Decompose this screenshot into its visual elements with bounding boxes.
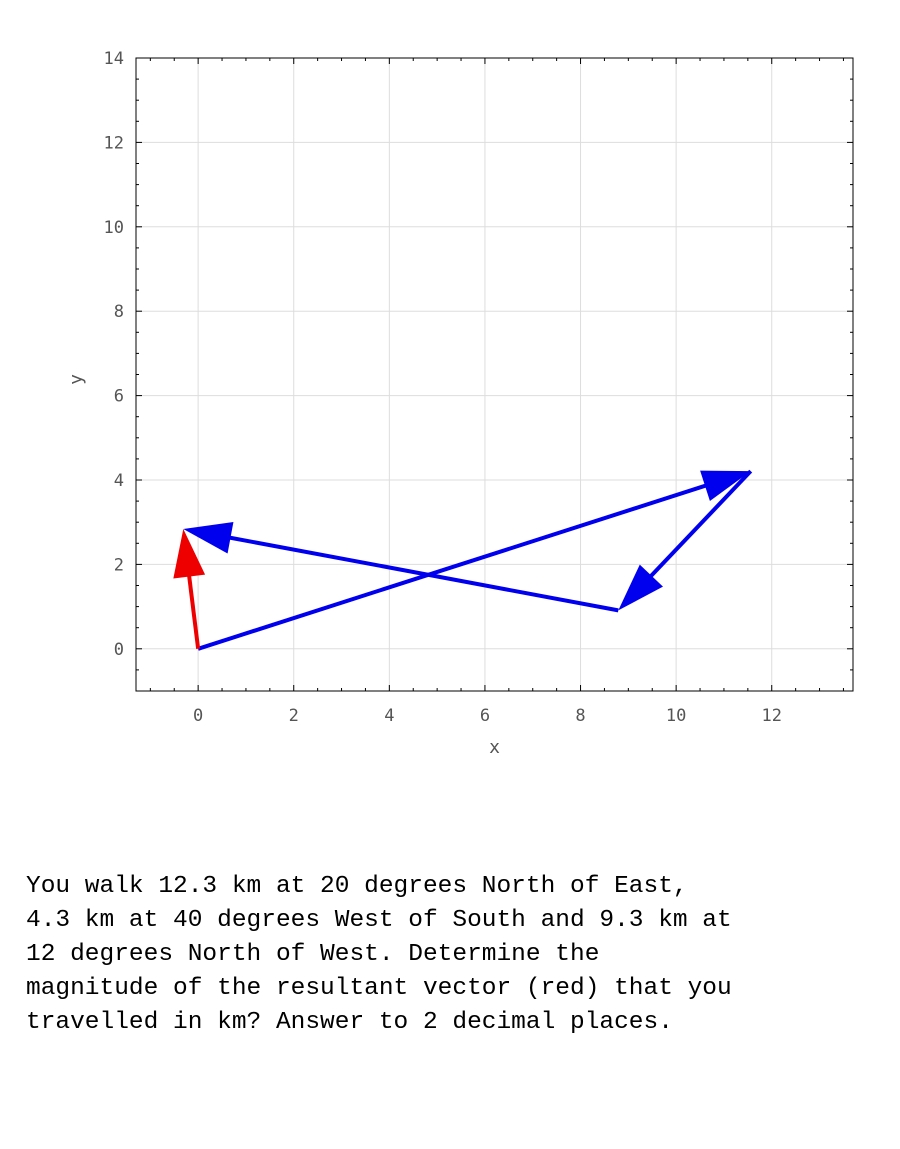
vector-arrowhead (700, 470, 751, 502)
y-tick-label: 4 (114, 471, 124, 491)
vector-arrowhead (183, 522, 234, 554)
vectors (173, 469, 753, 651)
x-tick-label: 2 (289, 706, 299, 726)
x-tick-label: 6 (480, 706, 490, 726)
vector-leg-2 (618, 469, 753, 611)
vector-chart: 0 2 4 6 8 10 12 0 2 4 6 8 10 12 14 x y (66, 49, 854, 758)
vector-line (197, 478, 724, 651)
vector-line (636, 469, 753, 591)
y-tick-label: 14 (104, 49, 124, 69)
y-tick-label: 10 (104, 218, 124, 238)
vector-resultant (173, 528, 206, 650)
y-tick-label: 2 (114, 555, 124, 575)
x-tick-label: 12 (761, 706, 781, 726)
y-tick-label: 8 (114, 302, 124, 322)
y-axis-ticks: 0 2 4 6 8 10 12 14 (104, 49, 124, 660)
vector-arrowhead (173, 528, 206, 579)
x-tick-label: 4 (384, 706, 394, 726)
x-tick-label: 10 (666, 706, 686, 726)
vector-leg-3 (183, 522, 619, 613)
question-text: You walk 12.3 km at 20 degrees North of … (26, 873, 732, 1036)
y-tick-label: 6 (114, 387, 124, 407)
x-tick-label: 8 (575, 706, 585, 726)
minor-ticks (136, 57, 853, 691)
y-tick-label: 12 (104, 133, 124, 153)
y-tick-label: 0 (114, 640, 124, 660)
vector-line (211, 532, 619, 613)
vector-arrowhead (618, 564, 663, 611)
x-axis-ticks: 0 2 4 6 8 10 12 (193, 706, 782, 726)
grid-lines (136, 57, 853, 691)
y-axis-label: y (66, 374, 87, 385)
x-tick-label: 0 (193, 706, 203, 726)
plot-frame (135, 57, 854, 692)
x-axis-label: x (489, 737, 500, 758)
vector-leg-1 (197, 470, 751, 651)
